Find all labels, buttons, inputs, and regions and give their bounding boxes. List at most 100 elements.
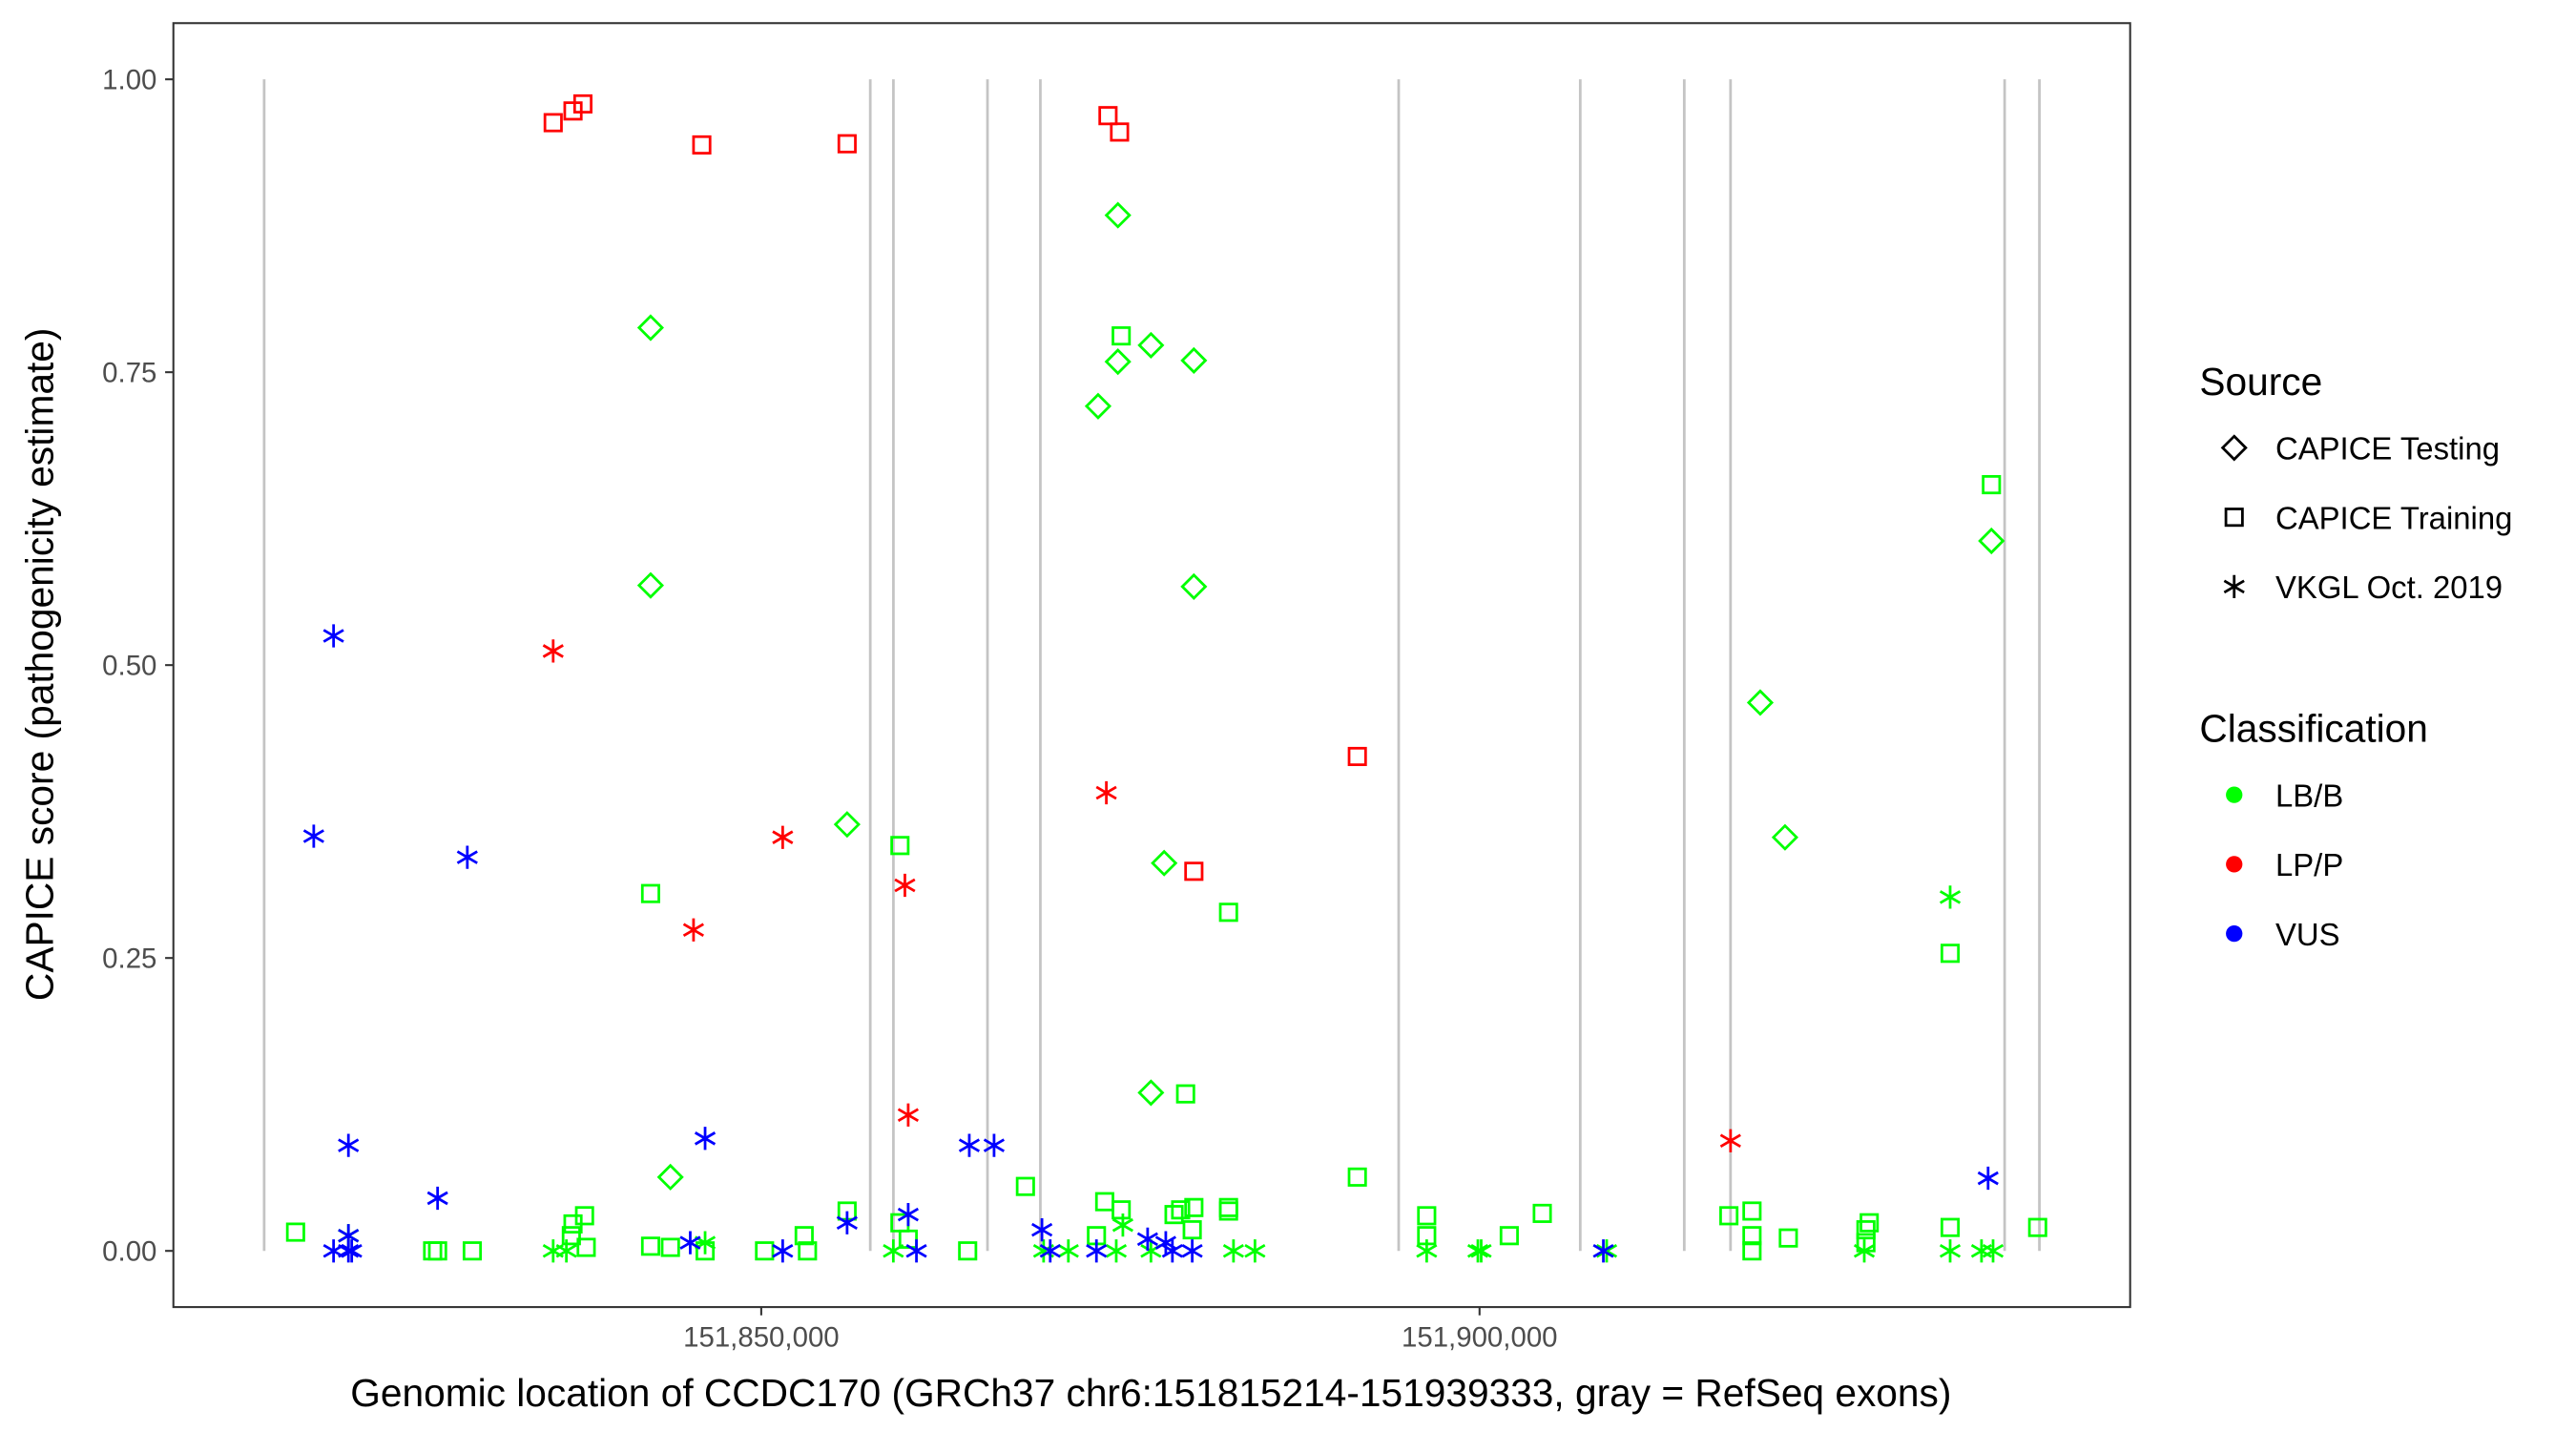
legend-source-title: Source — [2199, 360, 2322, 404]
data-point — [1939, 1239, 1962, 1263]
data-point — [883, 1239, 904, 1263]
data-point — [694, 1127, 717, 1151]
legend-class-label: VUS — [2275, 917, 2340, 952]
data-point — [1182, 1220, 1202, 1240]
data-point — [302, 824, 324, 848]
data-point — [1057, 1239, 1079, 1263]
data-point — [341, 1239, 363, 1263]
x-axis: 151,850,000 151,900,000 — [683, 1307, 1558, 1354]
data-point — [1084, 392, 1112, 420]
data-point — [682, 918, 705, 942]
y-tick-label: 0.25 — [102, 944, 156, 975]
data-point — [640, 1236, 660, 1256]
data-point — [833, 811, 861, 839]
data-point — [1853, 1239, 1876, 1263]
data-point — [1094, 1192, 1114, 1212]
data-point — [772, 825, 794, 849]
data-point — [561, 1226, 581, 1246]
data-point — [1039, 1239, 1061, 1263]
data-point — [338, 1133, 360, 1157]
legend-square-icon — [2224, 508, 2244, 528]
data-point — [574, 1206, 594, 1226]
data-point — [1180, 572, 1208, 600]
data-point — [1939, 885, 1962, 909]
data-point — [1416, 1239, 1438, 1263]
data-point — [1171, 1200, 1191, 1220]
data-point — [285, 1222, 305, 1242]
data-point — [1771, 823, 1799, 851]
data-point — [572, 93, 592, 114]
exon-lines — [262, 79, 2041, 1252]
data-point — [322, 1239, 344, 1263]
data-point — [1104, 201, 1132, 229]
x-tick-label: 151,900,000 — [1402, 1322, 1558, 1354]
data-point — [958, 1241, 978, 1261]
data-point — [836, 1211, 858, 1234]
data-point — [656, 1163, 684, 1191]
y-axis: 0.00 0.25 0.50 0.75 1.00 — [102, 65, 174, 1268]
legend-color-dot-icon — [2226, 786, 2243, 803]
data-point — [1095, 780, 1117, 805]
data-point — [456, 845, 478, 869]
data-point — [1015, 1176, 1035, 1196]
legend: Source Classification CAPICE Testing CAPI… — [2199, 360, 2512, 952]
data-point — [1595, 1239, 1618, 1263]
data-point — [1719, 1129, 1741, 1152]
data-point — [1031, 1217, 1053, 1242]
data-point — [1940, 944, 1961, 964]
data-point — [1592, 1239, 1614, 1263]
legend-class-title: Classification — [2199, 707, 2428, 751]
data-point — [983, 1133, 1006, 1157]
data-point — [1470, 1239, 1492, 1263]
data-point — [1181, 1239, 1203, 1263]
data-point — [338, 1224, 360, 1248]
data-point — [542, 639, 564, 663]
data-point — [1466, 1239, 1489, 1263]
data-point — [798, 1241, 818, 1261]
data-point — [1086, 1239, 1108, 1263]
data-point — [636, 314, 664, 342]
data-point — [1859, 1213, 1880, 1233]
legend-color-dot-icon — [2226, 856, 2243, 873]
data-point — [543, 113, 563, 133]
data-point — [1719, 1206, 1739, 1226]
data-point — [1940, 1217, 1961, 1237]
data-point — [1111, 1200, 1132, 1220]
data-point — [1175, 1084, 1195, 1104]
y-tick-label: 0.00 — [102, 1236, 156, 1268]
y-tick-label: 1.00 — [102, 65, 156, 96]
data-point — [1151, 849, 1178, 877]
data-point — [542, 1239, 564, 1263]
legend-class-label: LB/B — [2275, 778, 2343, 813]
data-point — [660, 1237, 680, 1257]
data-point — [1184, 1197, 1204, 1217]
data-point — [1161, 1239, 1183, 1263]
data-point — [1218, 1201, 1238, 1221]
data-point — [322, 624, 344, 648]
y-tick-label: 0.75 — [102, 358, 156, 389]
data-point — [1499, 1226, 1519, 1246]
data-point — [1164, 1205, 1184, 1225]
data-point — [426, 1186, 448, 1211]
legend-asterisk-icon — [2223, 574, 2245, 599]
data-point — [1105, 1239, 1128, 1263]
legend-diamond-icon — [2220, 434, 2248, 462]
data-point — [1111, 1213, 1133, 1237]
data-point — [423, 1241, 443, 1261]
data-point — [692, 135, 712, 155]
data-point — [1970, 1239, 1992, 1263]
data-point — [1982, 475, 2002, 495]
data-point — [576, 1237, 596, 1257]
data-point — [894, 873, 916, 898]
data-point — [1137, 331, 1165, 359]
data-point — [427, 1241, 447, 1261]
data-point — [679, 1231, 701, 1255]
data-point — [1110, 122, 1130, 142]
data-point — [1098, 106, 1118, 126]
data-point — [1218, 902, 1238, 923]
data-point — [1244, 1239, 1266, 1263]
legend-source-label: CAPICE Testing — [2275, 431, 2500, 467]
data-point — [1977, 1166, 1999, 1191]
data-point — [1742, 1241, 1762, 1261]
data-point — [772, 1239, 794, 1263]
